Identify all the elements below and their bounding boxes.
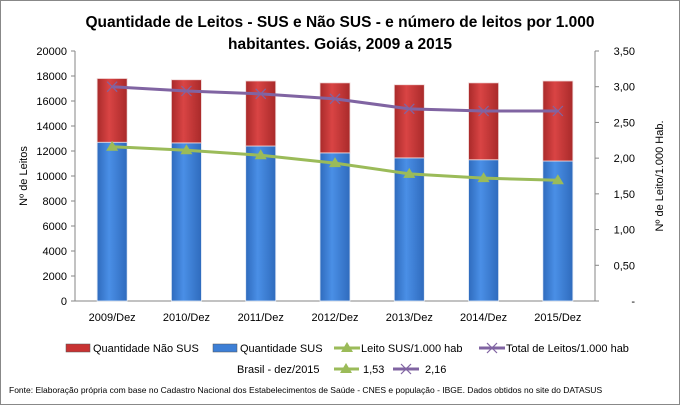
y-tick-label: 14000 bbox=[36, 121, 67, 133]
y-tick-label: 20000 bbox=[36, 46, 67, 58]
x-tick-label: 2010/Dez bbox=[163, 312, 210, 324]
marker-x-stroke bbox=[403, 103, 415, 115]
total-leitos-point bbox=[552, 105, 564, 117]
y2-tick-label: 3,00 bbox=[614, 82, 635, 94]
y-tick-label: 16000 bbox=[36, 96, 67, 108]
y2-tick-label: 1,00 bbox=[614, 225, 635, 237]
y2-tick-label: 2,00 bbox=[614, 153, 635, 165]
leito-sus-point bbox=[403, 167, 416, 178]
leito-sus-point bbox=[180, 144, 193, 155]
x-tick-label: 2014/Dez bbox=[460, 312, 507, 324]
legend-label: Total de Leitos/1.000 hab bbox=[506, 343, 629, 355]
marker-x-stroke bbox=[255, 88, 267, 100]
marker-x-stroke bbox=[478, 105, 489, 117]
legend-marker-x bbox=[486, 342, 498, 354]
marker-x-stroke bbox=[106, 81, 118, 93]
legend-swatch bbox=[212, 343, 238, 353]
x-tick-label: 2013/Dez bbox=[386, 312, 433, 324]
leito-sus-point bbox=[106, 140, 119, 151]
legend-label: Quantidade Não SUS bbox=[93, 343, 199, 355]
total-leitos-point bbox=[478, 105, 489, 117]
y2-tick-label: - bbox=[631, 296, 635, 308]
y-tick-label: 6000 bbox=[43, 221, 67, 233]
bar-sus bbox=[468, 159, 499, 302]
marker-x-stroke bbox=[400, 363, 412, 375]
y-tick-label: 4000 bbox=[43, 246, 67, 258]
total-leitos-point bbox=[255, 88, 267, 100]
brasil-sus-marker bbox=[340, 363, 352, 373]
x-tick-label: 2015/Dez bbox=[534, 312, 581, 324]
legend-swatch bbox=[65, 343, 91, 353]
x-tick-label: 2009/Dez bbox=[89, 312, 136, 324]
leito-sus-point bbox=[329, 157, 341, 168]
leito-sus-point bbox=[254, 149, 267, 160]
marker-x-stroke bbox=[181, 85, 192, 97]
source-note: Fonte: Elaboração própria com base no Ca… bbox=[9, 385, 602, 395]
total-leitos-point bbox=[181, 85, 192, 97]
chart-title-line-1: Quantidade de Leitos - SUS e Não SUS - e… bbox=[85, 14, 594, 31]
y-tick-label: 18000 bbox=[36, 71, 67, 83]
bar-sus bbox=[319, 152, 351, 302]
chart-title-line-2: habitantes. Goiás, 2009 a 2015 bbox=[228, 36, 452, 53]
x-tick-label: 2011/Dez bbox=[238, 312, 284, 324]
marker-x-stroke bbox=[552, 105, 564, 117]
y-axis-label: Nº de Leitos bbox=[18, 146, 30, 206]
bar-nao-sus bbox=[542, 80, 574, 162]
x-tick-label: 2012/Dez bbox=[311, 312, 358, 324]
bar-sus bbox=[245, 145, 277, 302]
legend-label: Leito SUS/1.000 hab bbox=[361, 343, 463, 355]
marker-x-stroke bbox=[486, 342, 498, 354]
y2-tick-label: 1,50 bbox=[614, 189, 635, 201]
total-leitos-point bbox=[106, 81, 118, 93]
leito-sus-point bbox=[551, 174, 564, 185]
brasil-total-value: 2,16 bbox=[425, 364, 446, 376]
y-tick-label: 10000 bbox=[36, 171, 67, 183]
y2-axis-label: Nº de Leito/1.000 Hab. bbox=[654, 120, 666, 231]
brasil-sus-value: 1,53 bbox=[363, 364, 384, 376]
y-tick-label: 12000 bbox=[36, 146, 67, 158]
total-leitos-point bbox=[403, 103, 415, 115]
marker-x-stroke bbox=[329, 93, 341, 105]
bar-sus bbox=[393, 157, 425, 302]
legend-label: Quantidade SUS bbox=[240, 343, 323, 355]
bar-sus bbox=[96, 141, 128, 302]
y2-tick-label: 3,50 bbox=[614, 46, 635, 58]
leito-sus-point bbox=[477, 172, 490, 183]
bar-nao-sus bbox=[393, 84, 425, 159]
bar-nao-sus bbox=[468, 82, 499, 161]
y-tick-label: 8000 bbox=[43, 196, 67, 208]
y-tick-label: 0 bbox=[61, 296, 67, 308]
y2-tick-label: 2,50 bbox=[614, 117, 635, 129]
brasil-total-marker bbox=[400, 363, 412, 375]
brasil-note-label: Brasil - dez/2015 bbox=[237, 364, 320, 376]
total-leitos-point bbox=[329, 93, 341, 105]
y-tick-label: 2000 bbox=[43, 271, 67, 283]
bar-nao-sus bbox=[245, 80, 277, 147]
bar-nao-sus bbox=[319, 82, 351, 154]
legend-marker-triangle bbox=[341, 342, 353, 352]
y2-tick-label: 0,50 bbox=[614, 260, 635, 272]
bar-sus bbox=[171, 142, 202, 302]
